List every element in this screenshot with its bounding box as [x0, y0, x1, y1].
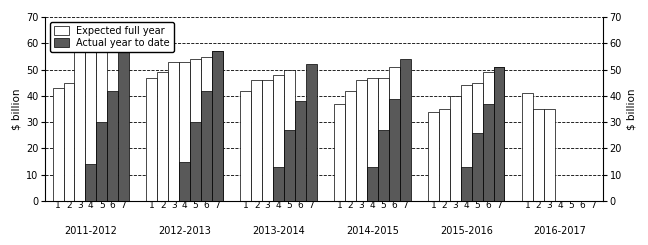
Bar	[179, 161, 190, 201]
Bar	[356, 80, 367, 201]
Bar	[306, 64, 317, 201]
Bar	[64, 83, 75, 201]
Bar	[544, 109, 555, 201]
Bar	[334, 104, 345, 201]
Text: 2016-2017: 2016-2017	[534, 226, 586, 236]
Bar	[97, 122, 107, 201]
Text: 2014-2015: 2014-2015	[346, 226, 399, 236]
Bar	[284, 70, 295, 201]
Bar	[157, 72, 168, 201]
Bar	[483, 72, 494, 201]
Text: 2015-2016: 2015-2016	[440, 226, 492, 236]
Bar	[190, 122, 201, 201]
Bar	[494, 67, 504, 201]
Bar	[483, 104, 494, 201]
Bar	[295, 101, 306, 201]
Bar	[146, 77, 157, 201]
Bar	[400, 59, 411, 201]
Bar	[461, 167, 472, 201]
Bar	[367, 77, 378, 201]
Bar	[179, 62, 190, 201]
Legend: Expected full year, Actual year to date: Expected full year, Actual year to date	[51, 22, 174, 52]
Bar	[86, 164, 97, 201]
Bar	[212, 51, 223, 201]
Bar	[378, 77, 389, 201]
Bar	[389, 98, 400, 201]
Bar	[240, 91, 251, 201]
Bar	[212, 51, 223, 201]
Text: 2013-2014: 2013-2014	[252, 226, 305, 236]
Bar	[472, 83, 483, 201]
Bar	[86, 51, 97, 201]
Bar	[118, 51, 129, 201]
Bar	[97, 51, 107, 201]
Bar	[533, 109, 544, 201]
Y-axis label: $ billion: $ billion	[12, 88, 22, 130]
Bar	[262, 80, 273, 201]
Bar	[450, 96, 461, 201]
Text: 2011-2012: 2011-2012	[64, 226, 117, 236]
Bar	[107, 91, 118, 201]
Bar	[494, 67, 504, 201]
Bar	[273, 75, 284, 201]
Bar	[251, 80, 262, 201]
Bar	[389, 67, 400, 201]
Bar	[472, 133, 483, 201]
Bar	[367, 167, 378, 201]
Bar	[75, 49, 86, 201]
Bar	[428, 112, 439, 201]
Bar	[201, 91, 212, 201]
Bar	[522, 93, 533, 201]
Bar	[439, 109, 450, 201]
Bar	[201, 57, 212, 201]
Y-axis label: $ billion: $ billion	[626, 88, 636, 130]
Bar	[52, 88, 64, 201]
Bar	[284, 130, 295, 201]
Bar	[168, 62, 179, 201]
Bar	[345, 91, 356, 201]
Bar	[190, 59, 201, 201]
Bar	[461, 86, 472, 201]
Bar	[378, 130, 389, 201]
Bar	[273, 167, 284, 201]
Text: 2012-2013: 2012-2013	[158, 226, 211, 236]
